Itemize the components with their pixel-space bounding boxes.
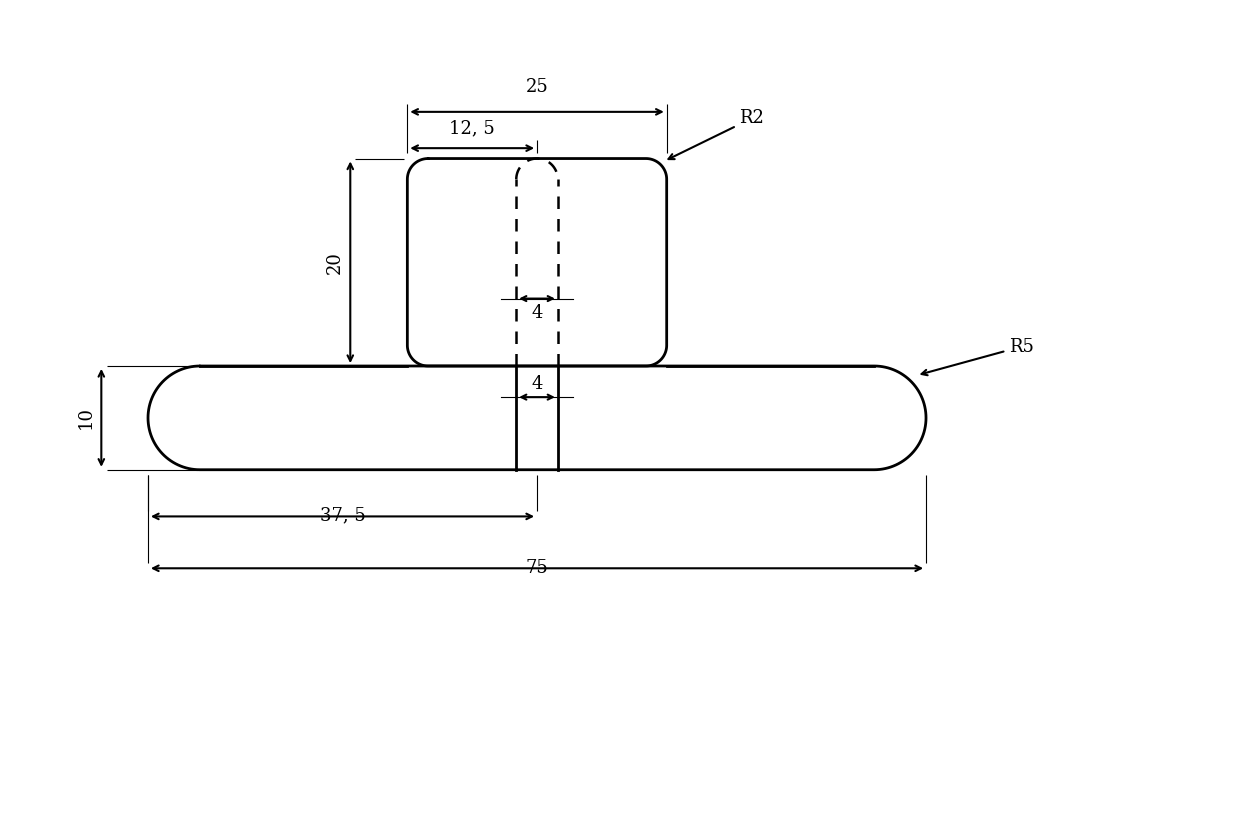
Text: R5: R5 [921,337,1034,375]
Text: 10: 10 [77,407,94,430]
Text: 25: 25 [526,78,548,96]
Text: R2: R2 [668,109,764,159]
Text: 4: 4 [531,375,543,393]
Text: 75: 75 [526,558,548,576]
Text: 4: 4 [531,304,543,322]
Text: 20: 20 [326,251,343,274]
Text: 37, 5: 37, 5 [320,507,366,525]
Text: 12, 5: 12, 5 [449,120,495,138]
